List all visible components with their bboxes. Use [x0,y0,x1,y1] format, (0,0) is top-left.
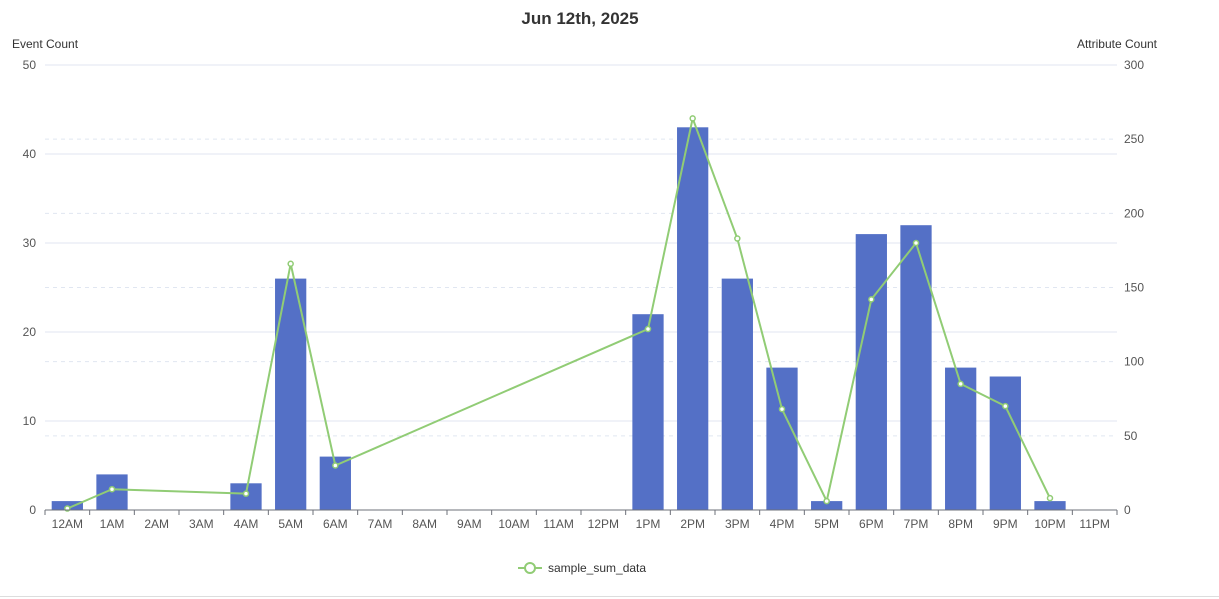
x-tick-label: 11AM [543,517,573,531]
left-tick-label: 30 [23,236,37,250]
x-tick-label: 5PM [814,517,839,531]
left-tick-label: 0 [29,503,36,517]
left-axis-label: Event Count [12,37,79,51]
bar [989,376,1021,510]
bar [1034,501,1066,510]
x-tick-label: 12AM [52,517,83,531]
right-axis-label: Attribute Count [1077,37,1158,51]
line-point [823,497,830,505]
line-point [1046,494,1054,502]
bar [900,225,932,510]
x-tick-label: 11PM [1079,517,1109,531]
x-tick-label: 7PM [904,517,929,531]
line-point [868,296,875,303]
x-tick-label: 8AM [412,517,437,531]
left-tick-label: 20 [23,325,37,339]
line-point [287,260,294,268]
x-tick-label: 9AM [457,517,482,531]
x-tick-label: 10PM [1034,517,1065,531]
bar [945,367,977,510]
line-series [64,115,1054,512]
x-tick-label: 5AM [278,517,303,531]
bar [632,314,664,510]
bar [721,278,753,510]
x-tick-label: 12PM [588,517,619,531]
x-tick-label: 7AM [368,517,393,531]
x-tick-label: 9PM [993,517,1018,531]
line-point [108,485,116,493]
x-tick-label: 10AM [498,517,529,531]
right-tick-label: 250 [1124,132,1144,146]
right-tick-label: 150 [1124,281,1144,295]
line-point [689,115,696,122]
bar-series [51,127,1066,511]
right-tick-label: 0 [1124,503,1131,517]
line-point [1002,402,1009,410]
x-tick-label: 4AM [234,517,259,531]
x-tick-label: 6PM [859,517,884,531]
bar [855,234,887,510]
legend-label-sample-sum-data[interactable]: sample_sum_data [548,561,646,575]
chart-title: Jun 12th, 2025 [521,9,638,28]
line-point [778,405,786,413]
legend[interactable]: sample_sum_data [518,561,646,575]
bottom-divider [0,596,1219,597]
axes: 0 10 20 30 40 50 0 50 100 150 200 250 300 12AM 1AM 2AM 3… [23,58,1145,531]
x-tick-label: 1AM [100,517,125,531]
x-tick-label: 2PM [680,517,705,531]
line-point [332,462,339,469]
left-tick-label: 40 [23,147,37,161]
x-tick-label: 8PM [948,517,973,531]
line-point [734,235,741,242]
bar [677,127,709,511]
line-point [912,239,920,247]
x-tick-label: 1PM [636,517,661,531]
line-point [242,490,250,497]
right-tick-label: 300 [1124,58,1144,72]
x-tick-label: 4PM [770,517,795,531]
bar [766,367,798,510]
right-tick-label: 50 [1124,429,1138,443]
line-point [957,380,964,388]
line-point [644,325,652,333]
left-tick-label: 50 [23,58,37,72]
x-tick-label: 3AM [189,517,214,531]
x-tick-label: 6AM [323,517,348,531]
x-tick-label: 2AM [144,517,169,531]
legend-marker-icon [524,562,536,574]
right-tick-label: 200 [1124,206,1144,220]
left-tick-label: 10 [23,414,37,428]
grid-lines [45,64,1117,437]
x-tick-label: 3PM [725,517,750,531]
right-tick-label: 100 [1124,355,1144,369]
bar [811,501,843,510]
